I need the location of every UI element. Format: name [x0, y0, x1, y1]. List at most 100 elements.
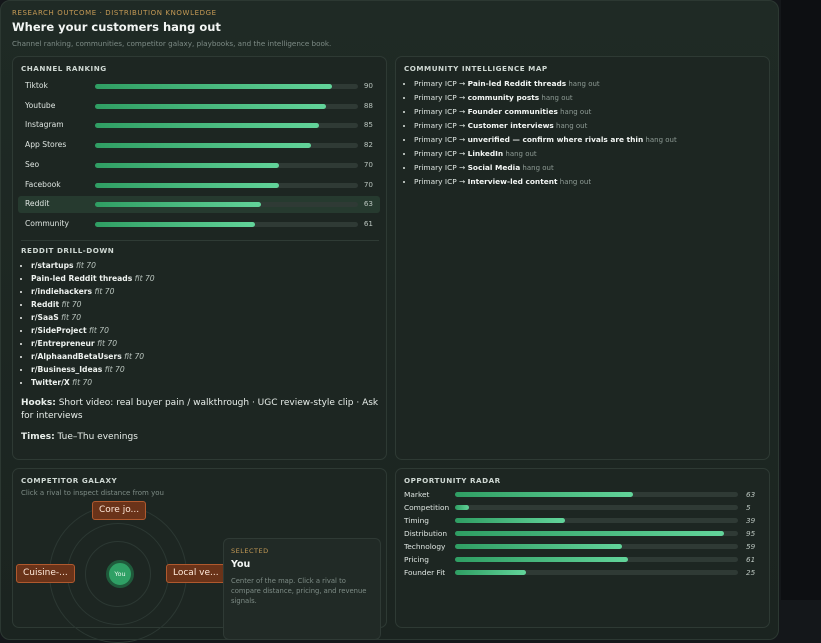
drilldown-item-fit: fit 70: [94, 287, 115, 296]
drilldown-item[interactable]: r/AlphaandBetaUsers fit 70: [31, 350, 155, 363]
community-target: Founder communities: [467, 107, 558, 116]
drilldown-item-name: r/indiehackers: [31, 287, 93, 296]
drilldown-item-fit: fit 70: [75, 261, 96, 270]
hooks-text: Hooks: Short video: real buyer pain / wa…: [21, 397, 383, 423]
drilldown-item-name: Pain-led Reddit threads: [31, 274, 133, 283]
drilldown-item[interactable]: r/SideProject fit 70: [31, 324, 155, 337]
drilldown-item-name: r/AlphaandBetaUsers: [31, 352, 122, 361]
drilldown-item-fit: fit 70: [134, 274, 155, 283]
radar-row-pricing: Pricing 61: [404, 554, 762, 566]
drilldown-item[interactable]: r/Entrepreneur fit 70: [31, 337, 155, 350]
radar-score: 95: [746, 529, 756, 538]
radar-bar-track: [455, 505, 738, 510]
selected-rival-card: SELECTED You Center of the map. Click a …: [223, 538, 381, 640]
channel-row-community[interactable]: Community 61: [18, 216, 380, 233]
channel-bar-fill: [95, 143, 311, 149]
rival-node-local[interactable]: Local ve...: [166, 564, 226, 583]
selected-name: You: [231, 559, 251, 570]
rival-node-core[interactable]: Core jo...: [92, 501, 147, 520]
community-target: LinkedIn: [467, 149, 504, 158]
radar-bar-track: [455, 557, 738, 562]
drilldown-item[interactable]: r/SaaS fit 70: [31, 311, 155, 324]
drilldown-item-fit: fit 70: [124, 352, 145, 361]
radar-row-distribution: Distribution 95: [404, 528, 762, 540]
channel-score: 63: [363, 199, 373, 209]
drilldown-item[interactable]: r/Business_Ideas fit 70: [31, 363, 155, 376]
channel-row-youtube[interactable]: Youtube 88: [18, 98, 380, 115]
channel-label: Seo: [25, 159, 40, 169]
radar-bar-fill: [455, 557, 628, 562]
channel-bar-fill: [95, 182, 280, 188]
channel-bar-fill: [95, 202, 261, 208]
community-suffix: hang out: [566, 80, 600, 88]
community-map-item: Primary ICP → Pain-led Reddit threads ha…: [414, 77, 677, 91]
radar-label: Competition: [404, 503, 450, 512]
radar-label: Technology: [404, 542, 446, 551]
you-node[interactable]: You: [106, 560, 134, 588]
channel-label: Facebook: [25, 179, 61, 189]
channel-score: 70: [363, 179, 373, 189]
competitor-galaxy-card: COMPETITOR GALAXY Click a rival to inspe…: [12, 468, 387, 643]
radar-bar-track: [455, 531, 738, 536]
channel-label: App Stores: [25, 140, 67, 150]
channel-bar-track: [95, 221, 358, 227]
radar-score: 5: [746, 503, 751, 512]
page-subtitle: Channel ranking, communities, competitor…: [12, 39, 332, 48]
radar-row-competition: Competition 5: [404, 502, 762, 514]
section-eyebrow: RESEARCH OUTCOME · DISTRIBUTION KNOWLEDG…: [12, 9, 217, 17]
channel-ranking-title: CHANNEL RANKING: [21, 64, 107, 73]
channel-row-app-stores[interactable]: App Stores 82: [18, 137, 380, 154]
radar-bar-track: [455, 570, 738, 575]
community-map-title: COMMUNITY INTELLIGENCE MAP: [404, 64, 548, 73]
community-target: Pain-led Reddit threads: [467, 79, 567, 88]
radar-row-founder-fit: Founder Fit 25: [404, 567, 762, 579]
drilldown-item[interactable]: Twitter/X fit 70: [31, 376, 155, 389]
community-source: Primary ICP →: [414, 121, 468, 130]
drilldown-item[interactable]: Reddit fit 70: [31, 298, 155, 311]
opportunity-radar-card: OPPORTUNITY RADAR Market 63 Competition 5 Ti…: [395, 468, 770, 628]
community-source: Primary ICP →: [414, 107, 468, 116]
community-map-list: Primary ICP → Pain-led Reddit threads ha…: [404, 77, 677, 189]
community-source: Primary ICP →: [414, 177, 468, 186]
channel-score: 85: [363, 120, 373, 130]
channel-score: 82: [363, 140, 373, 150]
community-map-item: Primary ICP → LinkedIn hang out: [414, 147, 677, 161]
community-suffix: hang out: [520, 164, 554, 172]
community-map-item: Primary ICP → Founder communities hang o…: [414, 105, 677, 119]
community-map-card: COMMUNITY INTELLIGENCE MAP Primary ICP →…: [395, 56, 770, 460]
drilldown-item[interactable]: r/startups fit 70: [31, 259, 155, 272]
radar-score: 61: [746, 555, 756, 564]
times-value: Tue–Thu evenings: [54, 432, 138, 442]
distribution-knowledge-panel: RESEARCH OUTCOME · DISTRIBUTION KNOWLEDG…: [0, 0, 779, 640]
selected-eyebrow: SELECTED: [231, 547, 269, 555]
channel-row-instagram[interactable]: Instagram 85: [18, 117, 380, 134]
radar-row-market: Market 63: [404, 489, 762, 501]
radar-bar-track: [455, 544, 738, 549]
rival-node-cuisine[interactable]: Cuisine-...: [16, 564, 75, 583]
radar-score: 39: [746, 516, 756, 525]
radar-label: Founder Fit: [404, 568, 446, 577]
drilldown-item[interactable]: r/indiehackers fit 70: [31, 285, 155, 298]
channel-bar-fill: [95, 123, 319, 129]
channel-score: 90: [363, 81, 373, 90]
channel-row-tiktok[interactable]: Tiktok 90: [18, 78, 380, 95]
community-suffix: hang out: [539, 94, 573, 102]
channel-row-reddit[interactable]: Reddit 63: [18, 196, 380, 214]
channel-row-facebook[interactable]: Facebook 70: [18, 177, 380, 194]
section-divider: [21, 240, 379, 241]
channel-bar-fill: [95, 221, 256, 227]
community-target: Interview-led content: [467, 177, 558, 186]
radar-row-timing: Timing 39: [404, 515, 762, 527]
channel-bar-track: [95, 182, 358, 188]
channel-row-seo[interactable]: Seo 70: [18, 157, 380, 174]
radar-label: Distribution: [404, 529, 448, 538]
hooks-label: Hooks:: [21, 398, 56, 408]
channel-bar-track: [95, 143, 358, 149]
opportunity-radar-title: OPPORTUNITY RADAR: [404, 476, 501, 485]
page-title: Where your customers hang out: [12, 20, 221, 34]
drilldown-item-name: Twitter/X: [31, 378, 70, 387]
community-source: Primary ICP →: [414, 135, 468, 144]
drilldown-item[interactable]: Pain-led Reddit threads fit 70: [31, 272, 155, 285]
community-source: Primary ICP →: [414, 79, 468, 88]
community-suffix: hang out: [557, 108, 592, 116]
